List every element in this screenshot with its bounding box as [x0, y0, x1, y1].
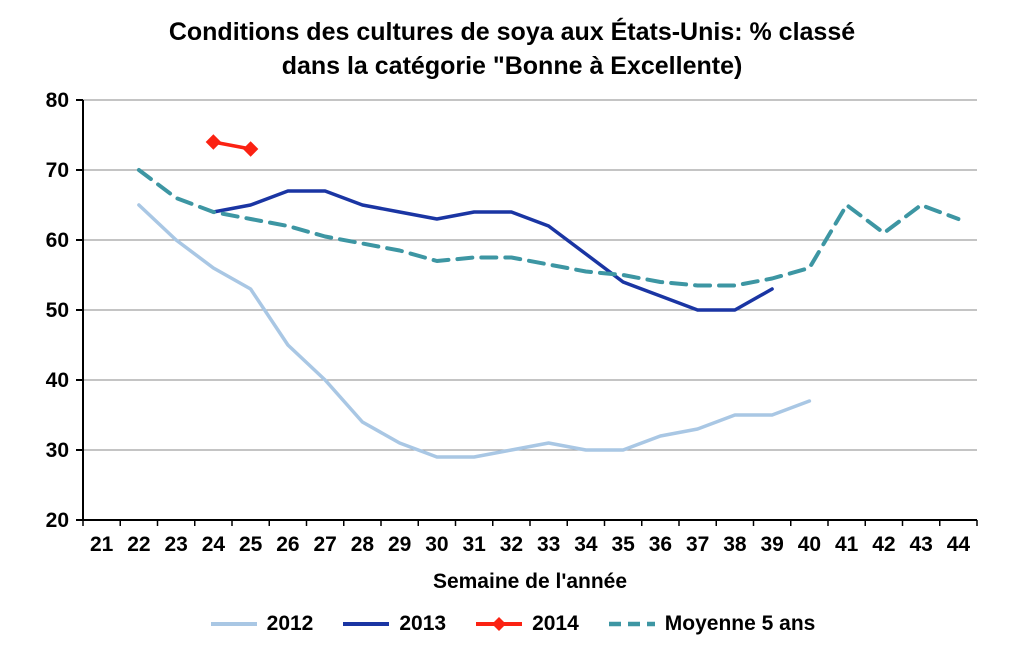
- svg-text:41: 41: [835, 533, 859, 556]
- svg-text:31: 31: [462, 533, 486, 556]
- svg-text:40: 40: [798, 533, 821, 556]
- svg-text:32: 32: [500, 533, 523, 556]
- svg-text:80: 80: [46, 89, 69, 112]
- legend-swatch-2013: [343, 622, 390, 626]
- svg-text:26: 26: [276, 533, 299, 556]
- svg-text:50: 50: [46, 299, 69, 322]
- svg-text:42: 42: [872, 533, 895, 556]
- legend-swatch-2012: [210, 622, 257, 626]
- legend-label-2014: 2014: [532, 612, 579, 635]
- svg-text:70: 70: [46, 159, 69, 182]
- x-axis-title: Semaine de l'année: [432, 570, 628, 593]
- svg-text:44: 44: [947, 533, 971, 556]
- chart-title: Conditions des cultures de soya aux État…: [0, 16, 1024, 84]
- svg-text:23: 23: [164, 533, 187, 556]
- legend-item-2013: 2013: [341, 612, 446, 636]
- svg-text:25: 25: [239, 533, 263, 556]
- svg-text:38: 38: [723, 533, 747, 556]
- legend-swatch-2014: [476, 617, 523, 631]
- svg-text:36: 36: [649, 533, 672, 556]
- svg-text:43: 43: [909, 533, 932, 556]
- legend-label-2012: 2012: [266, 612, 314, 635]
- svg-text:22: 22: [127, 533, 150, 556]
- svg-text:34: 34: [574, 533, 598, 556]
- svg-text:30: 30: [425, 533, 448, 556]
- legend-item-2012: 2012: [209, 612, 314, 636]
- chart-title-line2: dans la catégorie "Bonne à Excellente): [281, 51, 743, 80]
- svg-text:28: 28: [351, 533, 375, 556]
- svg-text:60: 60: [46, 229, 69, 252]
- svg-text:33: 33: [537, 533, 560, 556]
- chart-title-line1: Conditions des cultures de soya aux État…: [168, 18, 856, 46]
- legend-label-moyenne-5-ans: Moyenne 5 ans: [664, 612, 816, 635]
- svg-text:35: 35: [611, 533, 635, 556]
- svg-text:30: 30: [46, 439, 69, 462]
- legend-label-2013: 2013: [399, 612, 447, 635]
- legend-swatch-moyenne-5-ans: [608, 621, 655, 627]
- svg-text:29: 29: [388, 533, 411, 556]
- svg-text:37: 37: [686, 533, 709, 556]
- svg-text:27: 27: [313, 533, 336, 556]
- svg-text:20: 20: [46, 509, 69, 532]
- chart-legend: 2012 2013 2014 Moyenne 5 ans: [0, 612, 1024, 636]
- legend-item-2014: 2014: [474, 612, 579, 636]
- svg-text:24: 24: [202, 533, 226, 556]
- svg-text:21: 21: [90, 533, 114, 556]
- svg-text:40: 40: [46, 369, 69, 392]
- svg-text:39: 39: [760, 533, 783, 556]
- legend-item-moyenne-5-ans: Moyenne 5 ans: [607, 612, 816, 636]
